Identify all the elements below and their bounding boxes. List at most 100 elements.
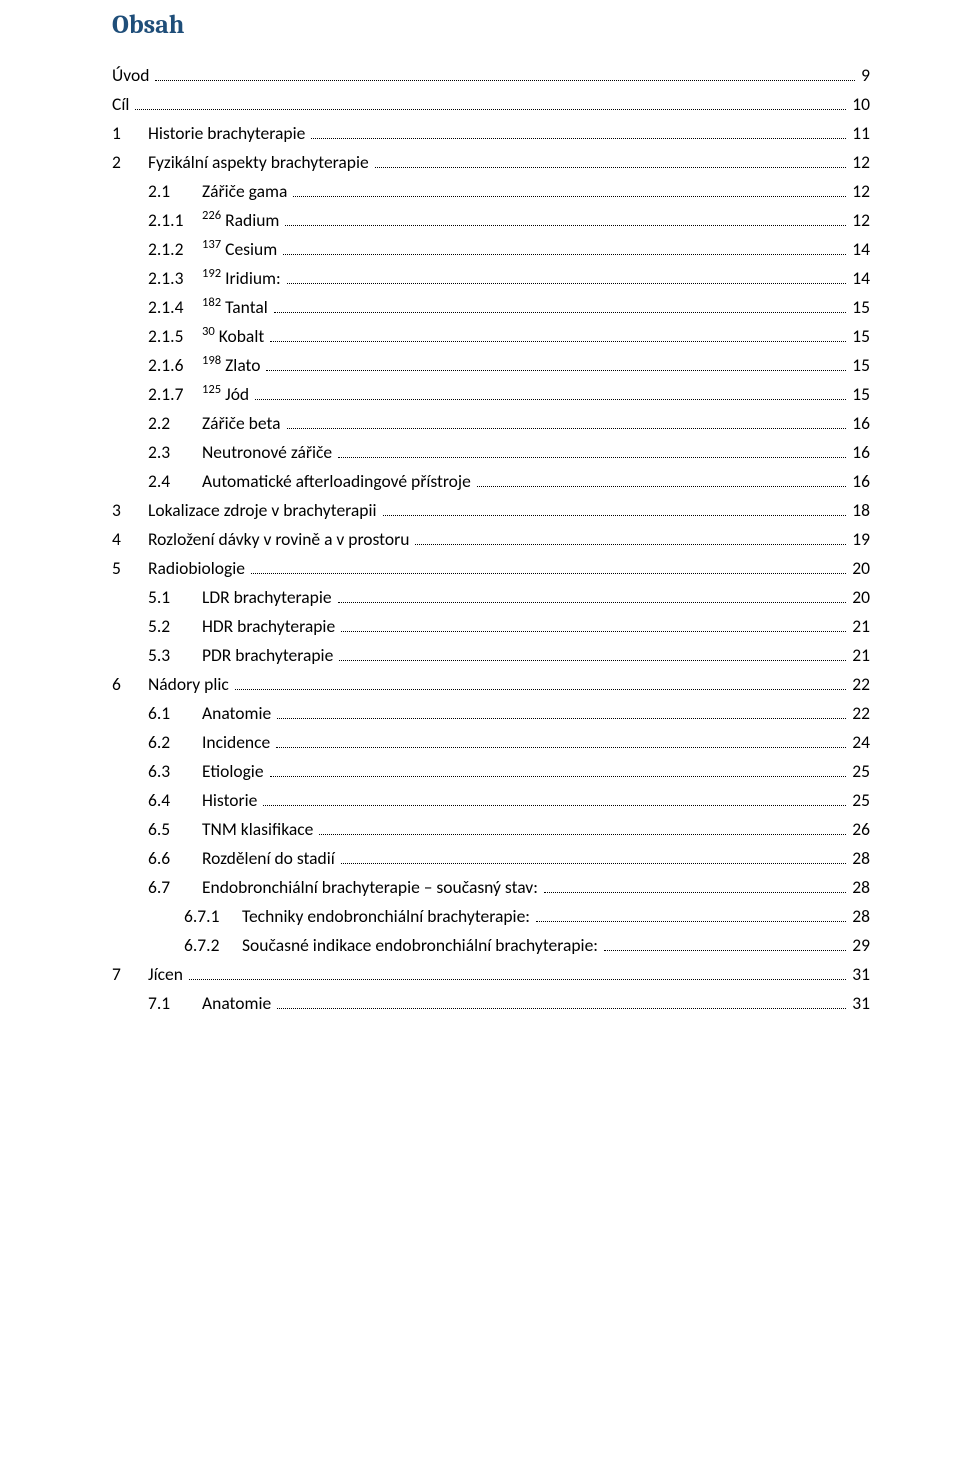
toc-entry-page: 29 (848, 934, 870, 956)
toc-entry-number: 2.1.5 (148, 325, 202, 347)
toc-entry: Úvod9 (112, 64, 870, 86)
toc-entry: 6.2Incidence 24 (112, 731, 870, 753)
toc-entry-text: Fyzikální aspekty brachyterapie (148, 151, 373, 173)
toc-entry-page: 26 (848, 818, 870, 840)
toc-entry: 2Fyzikální aspekty brachyterapie 12 (112, 151, 870, 173)
toc-leader-dots (251, 573, 846, 574)
toc-entry: 6.7.2Současné indikace endobronchiální b… (112, 934, 870, 956)
toc-entry-text: Incidence (202, 731, 274, 753)
toc-entry: 2.3Neutronové zářiče16 (112, 441, 870, 463)
toc-entry-page: 15 (848, 383, 870, 405)
toc-entry: 6.7Endobronchiální brachyterapie – souča… (112, 876, 870, 898)
toc-leader-dots (277, 1008, 846, 1009)
toc-entry-text: Současné indikace endobronchiální brachy… (242, 934, 602, 956)
toc-entry-text: Zářiče gama (202, 180, 291, 202)
toc-entry-text: Historie (202, 789, 261, 811)
toc-entry-page: 28 (848, 905, 870, 927)
toc-entry: 2.1.1226 Radium12 (112, 209, 870, 231)
toc-entry: 2.1.3192 Iridium:14 (112, 267, 870, 289)
toc-entry-text: 137 Cesium (202, 238, 281, 260)
toc-entry: 2.1Zářiče gama12 (112, 180, 870, 202)
toc-entry: 2.1.2137 Cesium14 (112, 238, 870, 260)
toc-entry-number: 3 (112, 499, 148, 521)
toc-entry-number: 2.1.4 (148, 296, 202, 318)
toc-entry-text: 125 Jód (202, 383, 253, 405)
toc-entry-page: 20 (848, 586, 870, 608)
toc-leader-dots (135, 109, 846, 110)
toc-entry-page: 16 (848, 412, 870, 434)
toc-entry-text: Techniky endobronchiální brachyterapie: (242, 905, 534, 927)
toc-entry-number: 2.1.7 (148, 383, 202, 405)
toc-entry-number: 6.7.2 (184, 934, 242, 956)
toc-title: Obsah (112, 10, 870, 40)
toc-leader-dots (266, 370, 846, 371)
toc-entry-number: 5.2 (148, 615, 202, 637)
toc-entry-number: 6 (112, 673, 148, 695)
toc-entry: 6.3Etiologie25 (112, 760, 870, 782)
toc-entry-number: 6.2 (148, 731, 202, 753)
toc-entry-page: 28 (848, 847, 870, 869)
toc-entry-number: 2.1 (148, 180, 202, 202)
toc-entry-text: Anatomie (202, 702, 275, 724)
toc-entry-page: 22 (848, 702, 870, 724)
toc-entry: 2.1.7125 Jód 15 (112, 383, 870, 405)
toc-entry: 6.5TNM klasifikace26 (112, 818, 870, 840)
toc-entry-page: 25 (848, 789, 870, 811)
toc-entry-page: 25 (848, 760, 870, 782)
toc-entry-number: 5.1 (148, 586, 202, 608)
toc-entry-text: Nádory plic (148, 673, 233, 695)
toc-entry-number: 6.7.1 (184, 905, 242, 927)
toc-leader-dots (341, 863, 847, 864)
toc-entry: 6.1Anatomie22 (112, 702, 870, 724)
toc-leader-dots (235, 689, 846, 690)
toc-entry-text: 30 Kobalt (202, 325, 268, 347)
toc-entry-text: Endobronchiální brachyterapie – současný… (202, 876, 542, 898)
toc-entry-page: 24 (848, 731, 870, 753)
toc-leader-dots (536, 921, 846, 922)
toc-entry-number: 2.1.3 (148, 267, 202, 289)
toc-entry-text: Jícen (148, 963, 187, 985)
toc-leader-dots (383, 515, 847, 516)
toc-entry-text: Rozložení dávky v rovině a v prostoru (148, 528, 413, 550)
toc-leader-dots (276, 747, 846, 748)
toc-entry: Cíl10 (112, 93, 870, 115)
toc-entry-text: Zářiče beta (202, 412, 285, 434)
toc-entry: 2.1.530 Kobalt15 (112, 325, 870, 347)
toc-entry: 2.4Automatické afterloadingové přístroje… (112, 470, 870, 492)
toc-leader-dots (274, 312, 847, 313)
toc-entry-page: 16 (848, 441, 870, 463)
toc-leader-dots (544, 892, 846, 893)
toc-entry-number: 2.4 (148, 470, 202, 492)
toc-entry-number: 5 (112, 557, 148, 579)
toc-leader-dots (415, 544, 846, 545)
toc-entry: 6Nádory plic 22 (112, 673, 870, 695)
toc-entry: 4Rozložení dávky v rovině a v prostoru19 (112, 528, 870, 550)
toc-entry-page: 11 (848, 122, 870, 144)
toc-entry-page: 21 (848, 615, 870, 637)
toc-leader-dots (293, 196, 846, 197)
toc-entry-page: 22 (848, 673, 870, 695)
toc-entry: 7Jícen31 (112, 963, 870, 985)
toc-entry-number: 7 (112, 963, 148, 985)
toc-entry-page: 9 (857, 64, 870, 86)
toc-entry-text: Rozdělení do stadií (202, 847, 339, 869)
toc-entry-number: 2 (112, 151, 148, 173)
toc-entry: 2.1.6198 Zlato15 (112, 354, 870, 376)
toc-leader-dots (338, 457, 846, 458)
toc-entry: 6.6Rozdělení do stadií28 (112, 847, 870, 869)
toc-entry-text: Cíl (112, 93, 133, 115)
toc-entry-text: Historie brachyterapie (148, 122, 309, 144)
toc-entry-page: 15 (848, 296, 870, 318)
toc-entry-page: 28 (848, 876, 870, 898)
toc-entry-text: 198 Zlato (202, 354, 264, 376)
toc-entry-page: 12 (848, 151, 870, 173)
toc-entry-text: HDR brachyterapie (202, 615, 339, 637)
toc-entry-page: 19 (848, 528, 870, 550)
toc-entry-page: 21 (848, 644, 870, 666)
toc-entry-text: Anatomie (202, 992, 275, 1014)
toc-entry-page: 14 (848, 267, 870, 289)
toc-leader-dots (375, 167, 847, 168)
toc-entry-text: Lokalizace zdroje v brachyterapii (148, 499, 381, 521)
toc-entry: 2.2Zářiče beta16 (112, 412, 870, 434)
toc-leader-dots (604, 950, 846, 951)
